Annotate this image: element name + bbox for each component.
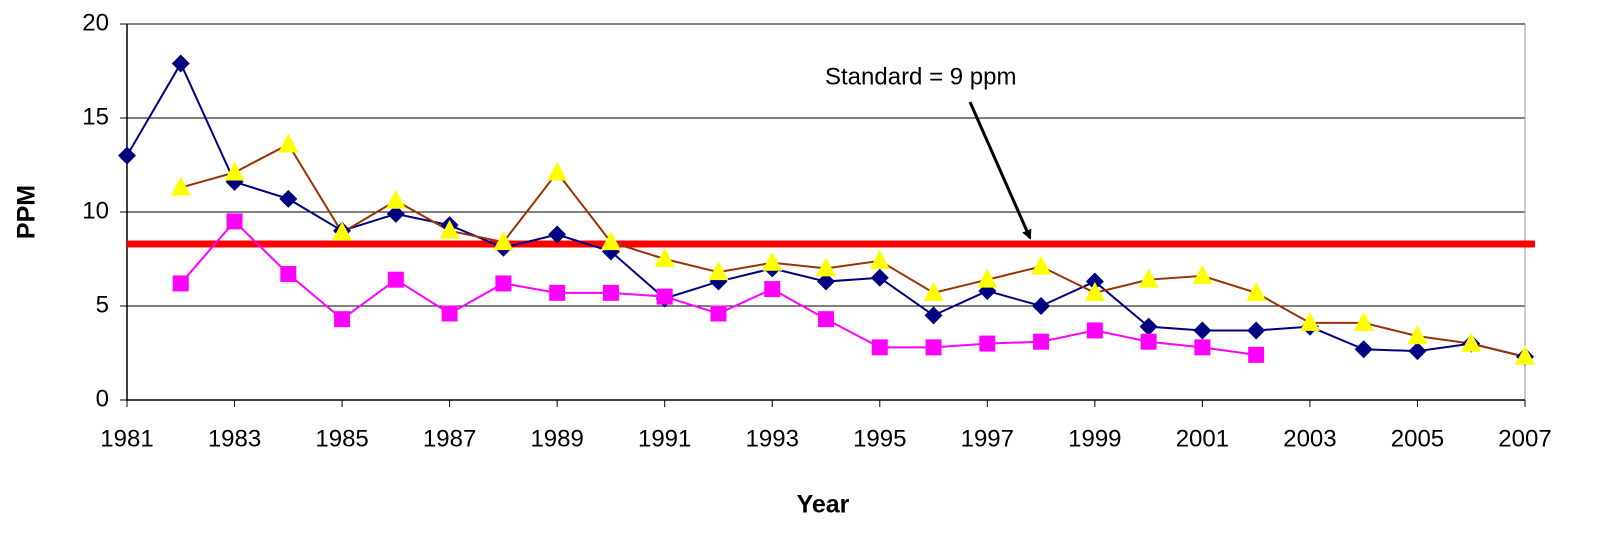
data-point	[224, 161, 245, 181]
data-point	[172, 275, 189, 292]
data-point	[656, 288, 673, 305]
data-point	[493, 231, 514, 251]
data-point	[1192, 264, 1213, 284]
y-tick-label: 0	[96, 385, 109, 412]
y-tick-label: 10	[82, 197, 109, 224]
data-point	[1247, 321, 1266, 340]
data-point	[547, 161, 568, 181]
data-point	[332, 221, 353, 241]
y-tick-label: 15	[82, 103, 109, 130]
data-point	[708, 261, 729, 281]
data-point	[1085, 272, 1104, 291]
data-point	[1138, 268, 1159, 288]
data-point	[170, 176, 191, 196]
data-point	[1140, 333, 1157, 350]
data-point	[923, 281, 944, 301]
x-tick-label: 2005	[1391, 425, 1444, 452]
data-point	[387, 271, 404, 288]
x-tick-label: 1985	[315, 425, 368, 452]
data-point	[925, 339, 942, 356]
data-point	[1031, 255, 1052, 275]
data-point	[977, 268, 998, 288]
data-point	[871, 339, 888, 356]
annotation-arrow	[968, 101, 1032, 240]
data-point	[548, 225, 567, 244]
data-point	[870, 268, 889, 287]
data-point	[334, 311, 351, 328]
x-tick-label: 1991	[638, 425, 691, 452]
data-point	[278, 133, 299, 153]
data-point	[1086, 322, 1103, 339]
data-point	[602, 284, 619, 301]
y-tick-label: 20	[82, 9, 109, 36]
data-point	[549, 284, 566, 301]
data-point	[1407, 325, 1428, 345]
data-point	[1408, 342, 1427, 361]
data-point	[1353, 311, 1374, 331]
data-point	[385, 189, 406, 209]
data-point	[1515, 345, 1535, 365]
data-point	[279, 189, 298, 208]
data-point	[762, 251, 783, 271]
data-point	[386, 204, 405, 223]
annotation: Standard = 9 ppm	[825, 63, 1016, 90]
data-point	[817, 272, 835, 291]
data-point	[1032, 297, 1051, 315]
data-point	[1354, 340, 1373, 359]
data-point	[441, 305, 458, 322]
data-point	[118, 146, 136, 165]
x-tick-label: 1993	[746, 425, 799, 452]
data-point	[654, 248, 675, 267]
data-point	[710, 305, 727, 322]
data-point	[171, 54, 190, 73]
y-axis-title: PPM	[13, 185, 41, 239]
data-point	[1461, 332, 1482, 352]
data-point	[816, 257, 836, 277]
data-point	[869, 249, 890, 269]
data-point	[979, 335, 996, 352]
data-point	[1084, 281, 1105, 301]
x-tick-label: 1995	[853, 425, 906, 452]
data-point	[1246, 281, 1267, 301]
data-point	[818, 311, 834, 328]
x-tick-label: 1987	[423, 425, 476, 452]
series-line	[180, 142, 1526, 358]
data-point	[1193, 321, 1212, 340]
data-point	[600, 231, 621, 251]
x-tick-label: 1999	[1068, 425, 1121, 452]
x-tick-label: 1983	[208, 425, 261, 452]
x-axis-title: Year	[797, 491, 850, 519]
data-point	[924, 306, 943, 325]
data-point	[764, 281, 781, 298]
data-point	[1194, 339, 1211, 356]
x-tick-label: 1989	[530, 425, 583, 452]
data-point	[1033, 333, 1050, 350]
x-tick-label: 2007	[1498, 425, 1551, 452]
data-point	[1139, 317, 1158, 336]
x-tick-label: 1981	[100, 425, 153, 452]
y-tick-label: 5	[96, 291, 109, 318]
data-point	[439, 219, 460, 239]
data-point	[495, 275, 512, 292]
x-tick-label: 2001	[1176, 425, 1229, 452]
data-point	[1248, 346, 1265, 363]
data-point	[280, 266, 297, 283]
x-tick-label: 1997	[961, 425, 1014, 452]
data-point	[226, 213, 243, 230]
data-point	[1299, 311, 1320, 331]
x-tick-label: 2003	[1283, 425, 1336, 452]
